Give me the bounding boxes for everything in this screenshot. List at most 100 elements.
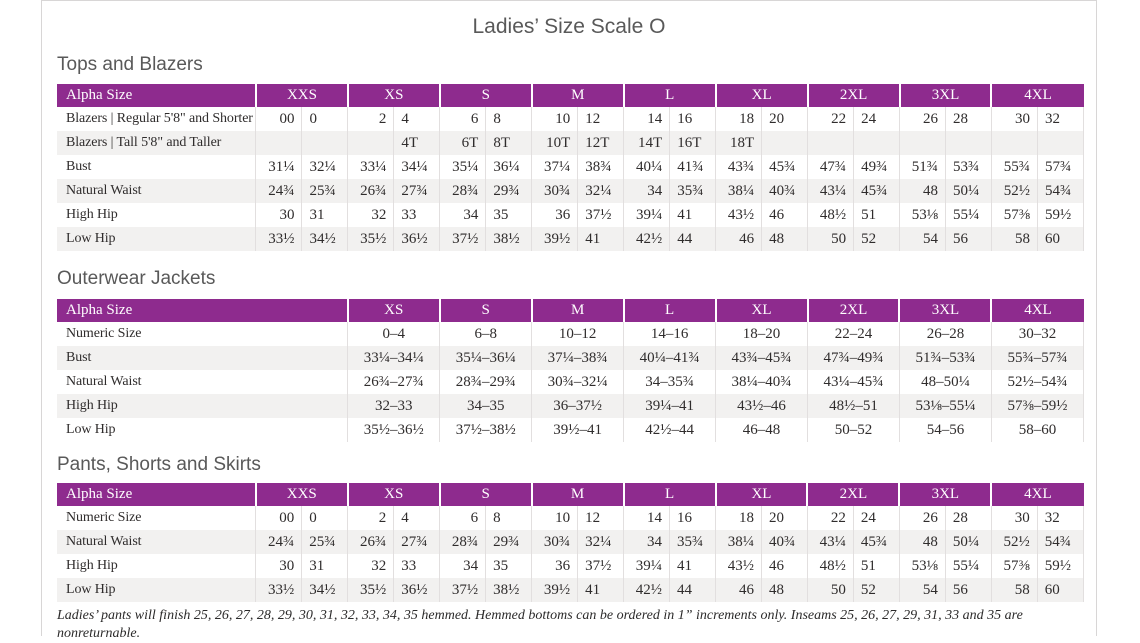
size-value-cell: 41 [577, 578, 624, 602]
size-value-cell: 38¼–40¾ [715, 370, 808, 394]
size-value-cell: 35 [485, 554, 532, 578]
size-value-cell: 39¼ [623, 203, 670, 227]
size-value-cell: 32¼ [577, 179, 624, 203]
size-value-cell: 24¾ [255, 530, 302, 554]
size-value-cell: 6 [439, 506, 486, 530]
page-content: Tops and Blazers Alpha Size XXS XS S M L XL 2XL… [42, 53, 1096, 643]
size-value-cell: 48½–51 [807, 394, 900, 418]
size-value-cell: 18 [715, 107, 762, 131]
row-label: Low Hip [57, 227, 256, 251]
size-value-cell: 53⅛ [899, 203, 946, 227]
size-value-cell: 43¾ [715, 155, 762, 179]
size-value-cell: 27¾ [393, 179, 440, 203]
table-row: Numeric Size 0–4 6–8 10–12 14–16 18–20 22–24 26… [57, 322, 1085, 346]
size-value-cell: 54¾ [1036, 530, 1085, 554]
size-value-cell: 30 [990, 506, 1038, 530]
alpha-size-header: Alpha Size [57, 299, 348, 322]
table-row: Bust 31¼ 32¼ 33¼ 34¼ 35¼ 36¼ 37¼ 38¾ 40¼ 41¾ 43¾ 45¾… [57, 155, 1085, 179]
size-value-cell: 35½ [347, 578, 394, 602]
size-value-cell: 54 [898, 578, 946, 602]
size-value-cell: 14 [623, 107, 670, 131]
size-value-cell: 34½ [301, 227, 348, 251]
size-value-cell: 39¼ [623, 554, 670, 578]
size-value-cell: 4T [393, 131, 440, 155]
size-value-cell: 16 [669, 506, 716, 530]
size-value-cell: 38¾ [577, 155, 624, 179]
size-value-cell: 57⅜–59½ [990, 394, 1085, 418]
size-value-cell: 8 [485, 506, 532, 530]
size-value-cell: 28 [944, 506, 992, 530]
size-value-cell: 38½ [485, 578, 532, 602]
page-title: Ladies’ Size Scale O [472, 15, 666, 38]
size-value-cell: 30 [255, 554, 302, 578]
table-row: Natural Waist 24¾ 25¾ 26¾ 27¾ 28¾ 29¾ 30¾ 32¼ 34 3… [57, 530, 1085, 554]
size-value-cell: 52 [852, 578, 900, 602]
size-value-cell: 36 [531, 203, 578, 227]
alpha-size-header: Alpha Size [57, 84, 256, 107]
size-value-cell: 32¼ [577, 530, 624, 554]
size-value-cell: 43¼ [807, 179, 854, 203]
size-value-cell: 39½–41 [531, 418, 624, 442]
size-value-cell: 22 [806, 506, 854, 530]
size-value-cell: 37¼–38¾ [531, 346, 624, 370]
row-label: Natural Waist [57, 530, 256, 554]
size-value-cell: 35 [485, 203, 532, 227]
size-value-cell: 30 [255, 203, 302, 227]
size-value-cell: 26¾–27¾ [347, 370, 440, 394]
size-value-cell [945, 131, 992, 155]
size-value-cell: 39½ [531, 227, 578, 251]
size-value-cell: 45¾ [853, 179, 900, 203]
size-column-header: 4XL [990, 299, 1084, 322]
row-label: Low Hip [66, 422, 116, 437]
size-value-cell: 24 [853, 107, 900, 131]
size-value-cell: 26 [898, 506, 946, 530]
row-label: High Hip [66, 207, 118, 222]
size-value-cell: 36 [531, 554, 578, 578]
size-value-cell: 24 [852, 506, 900, 530]
size-value-cell: 42½ [623, 227, 670, 251]
row-label: Natural Waist [66, 374, 142, 389]
outerwear-jackets-table: Alpha Size XS S M L XL 2XL 3XL 4XL Numeric Size 0–… [57, 299, 1085, 442]
size-value-cell: 37¼ [531, 155, 578, 179]
size-value-cell: 51 [853, 203, 900, 227]
size-value-cell: 52½ [990, 530, 1038, 554]
size-value-cell: 46 [715, 578, 762, 602]
size-value-cell: 51 [852, 554, 900, 578]
alpha-size-header: Alpha Size [57, 483, 256, 506]
size-value-cell: 6–8 [439, 322, 532, 346]
size-value-cell: 35¾ [669, 179, 716, 203]
size-column-header: M [530, 299, 624, 322]
size-table: Alpha Size XXS XS S M L XL 2XL 3XL 4XL Numeric Siz… [57, 483, 1085, 602]
size-value-cell: 44 [669, 578, 716, 602]
size-value-cell: 25¾ [301, 530, 348, 554]
size-value-cell: 31¼ [255, 155, 302, 179]
size-value-cell: 40¾ [760, 530, 808, 554]
size-value-cell: 58–60 [990, 418, 1085, 442]
size-value-cell: 48 [899, 179, 946, 203]
size-value-cell: 33½ [255, 578, 302, 602]
size-column-header: S [438, 84, 532, 107]
size-value-cell: 50 [807, 227, 854, 251]
size-value-cell: 58 [990, 227, 1038, 251]
size-column-header: XXS [254, 483, 348, 506]
section-heading-tops-and-blazers: Tops and Blazers [57, 54, 203, 75]
size-value-cell: 51¾–53¾ [898, 346, 992, 370]
size-value-cell: 48½ [806, 554, 854, 578]
size-value-cell: 38½ [485, 227, 532, 251]
size-value-cell: 46–48 [715, 418, 808, 442]
size-value-cell: 50–52 [807, 418, 900, 442]
size-value-cell: 53¾ [945, 155, 992, 179]
size-column-header: 2XL [806, 483, 900, 506]
size-value-cell: 33¼–34¼ [347, 346, 440, 370]
size-column-header: 3XL [898, 483, 992, 506]
size-value-cell: 35¼–36¼ [439, 346, 532, 370]
size-column-header: 4XL [990, 483, 1084, 506]
size-value-cell: 60 [1036, 578, 1085, 602]
size-value-cell: 43¼ [806, 530, 854, 554]
size-value-cell: 37½ [577, 203, 624, 227]
size-value-cell: 18 [715, 506, 762, 530]
size-value-cell: 38¼ [715, 179, 762, 203]
size-column-header: 4XL [990, 84, 1084, 107]
size-value-cell: 51¾ [899, 155, 946, 179]
size-value-cell: 32 [1036, 107, 1085, 131]
